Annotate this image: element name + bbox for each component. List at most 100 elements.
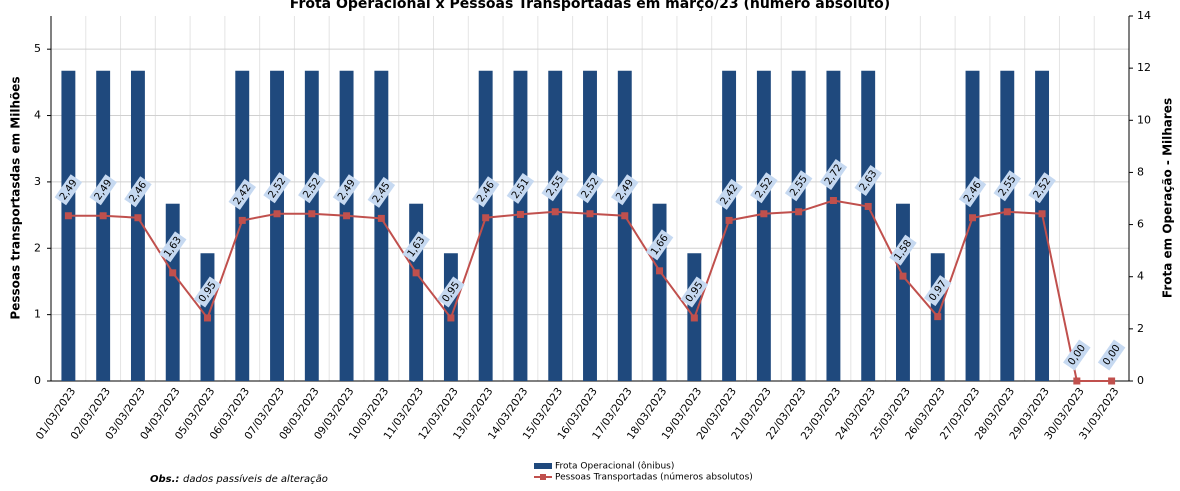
- data-label-group: 2,49: [89, 174, 117, 206]
- bar: [826, 70, 841, 381]
- data-label-box: [611, 174, 639, 206]
- bar: [896, 203, 910, 381]
- marker: [377, 214, 385, 222]
- bar: [478, 70, 493, 381]
- marker: [516, 210, 524, 218]
- marker: [864, 202, 872, 210]
- y-tick-label: 3: [34, 175, 41, 188]
- marker: [656, 267, 664, 275]
- data-label-group: 0,00: [1097, 339, 1126, 371]
- y-tick-label: 1: [34, 308, 41, 321]
- data-label-group: 2,52: [298, 172, 326, 204]
- marker: [238, 216, 246, 224]
- bar: [235, 70, 250, 381]
- data-label-box: [750, 172, 778, 204]
- legend-label: Frota Operacional (ônibus): [555, 461, 674, 472]
- data-label-box: [228, 178, 257, 210]
- legend-swatch: [534, 463, 552, 469]
- marker: [447, 314, 455, 322]
- data-label-box: [819, 159, 848, 190]
- bar: [270, 70, 284, 381]
- marker: [482, 214, 490, 222]
- bar: [965, 70, 980, 381]
- data-label-group: 2,46: [471, 176, 500, 208]
- marker: [169, 269, 177, 277]
- data-label-box: [784, 170, 813, 202]
- chart-title: Frota Operacional x Pessoas Transportada…: [290, 0, 890, 12]
- data-label-group: 2,46: [124, 176, 152, 208]
- note-label: Obs.:: [150, 474, 179, 485]
- marker: [899, 272, 907, 280]
- bar: [304, 70, 319, 381]
- data-label-box: [263, 172, 291, 204]
- legend-label: Pessoas Transportadas (números absolutos…: [555, 473, 753, 483]
- marker: [308, 210, 316, 218]
- marker: [134, 214, 142, 222]
- data-label-box: [715, 178, 743, 210]
- marker: [1038, 210, 1046, 218]
- bar: [1000, 70, 1015, 381]
- y-tick-label: 4: [34, 109, 41, 122]
- bar: [165, 203, 180, 381]
- bar: [861, 70, 876, 381]
- y2-tick-label: 0: [1137, 374, 1144, 387]
- data-label-box: [54, 174, 83, 206]
- data-label-box: [1097, 339, 1126, 371]
- marker: [1108, 377, 1116, 385]
- y2-tick-label: 6: [1137, 218, 1144, 231]
- marker: [1073, 377, 1081, 385]
- y2-tick-label: 4: [1137, 270, 1144, 283]
- y2-tick-label: 10: [1137, 113, 1151, 126]
- y-tick-label: 2: [34, 241, 41, 254]
- data-label-box: [1028, 172, 1056, 204]
- marker: [343, 212, 351, 220]
- data-label-box: [1063, 339, 1091, 371]
- bar: [374, 70, 389, 381]
- data-label-box: [506, 172, 535, 204]
- bar: [548, 70, 563, 381]
- data-label-box: [332, 174, 361, 206]
- legend-marker: [540, 474, 546, 480]
- y2-axis-label: Frota em Operação - Milhares: [1161, 98, 1175, 298]
- bar: [61, 70, 76, 381]
- bar: [756, 70, 771, 381]
- bar: [96, 70, 111, 381]
- data-label-group: 2,49: [332, 174, 361, 206]
- data-label-box: [158, 231, 187, 263]
- data-label-box: [124, 176, 152, 208]
- bar: [652, 203, 667, 381]
- data-label-group: 2,49: [54, 174, 83, 206]
- data-label-box: [89, 174, 117, 206]
- marker: [412, 269, 420, 277]
- data-label-group: 2,55: [541, 170, 569, 202]
- y-axis-label: Pessoas transportasdas em Milhões: [9, 76, 23, 319]
- data-label-box: [193, 276, 222, 308]
- marker: [690, 314, 698, 322]
- data-label-group: 2,42: [715, 178, 743, 210]
- data-label-box: [402, 231, 430, 263]
- marker: [969, 214, 977, 222]
- marker: [934, 313, 942, 321]
- bar: [513, 70, 528, 381]
- marker: [99, 212, 107, 220]
- data-label-box: [854, 164, 882, 196]
- bar: [409, 203, 424, 381]
- data-label-box: [298, 172, 326, 204]
- data-label-group: 2,52: [750, 172, 778, 204]
- data-label-box: [993, 170, 1022, 202]
- data-label-group: 2,52: [576, 172, 604, 204]
- marker: [551, 208, 559, 216]
- bar: [722, 70, 737, 381]
- marker: [273, 210, 281, 218]
- data-label-box: [680, 276, 709, 308]
- data-label-box: [958, 176, 987, 208]
- marker: [64, 212, 72, 220]
- y2-tick-label: 14: [1137, 9, 1151, 22]
- marker: [760, 210, 768, 218]
- data-label-group: 2,46: [958, 176, 987, 208]
- data-label-box: [576, 172, 604, 204]
- data-label-group: 2,49: [611, 174, 639, 206]
- data-label-box: [645, 229, 674, 261]
- y-tick-label: 0: [34, 374, 41, 387]
- bar: [583, 70, 597, 381]
